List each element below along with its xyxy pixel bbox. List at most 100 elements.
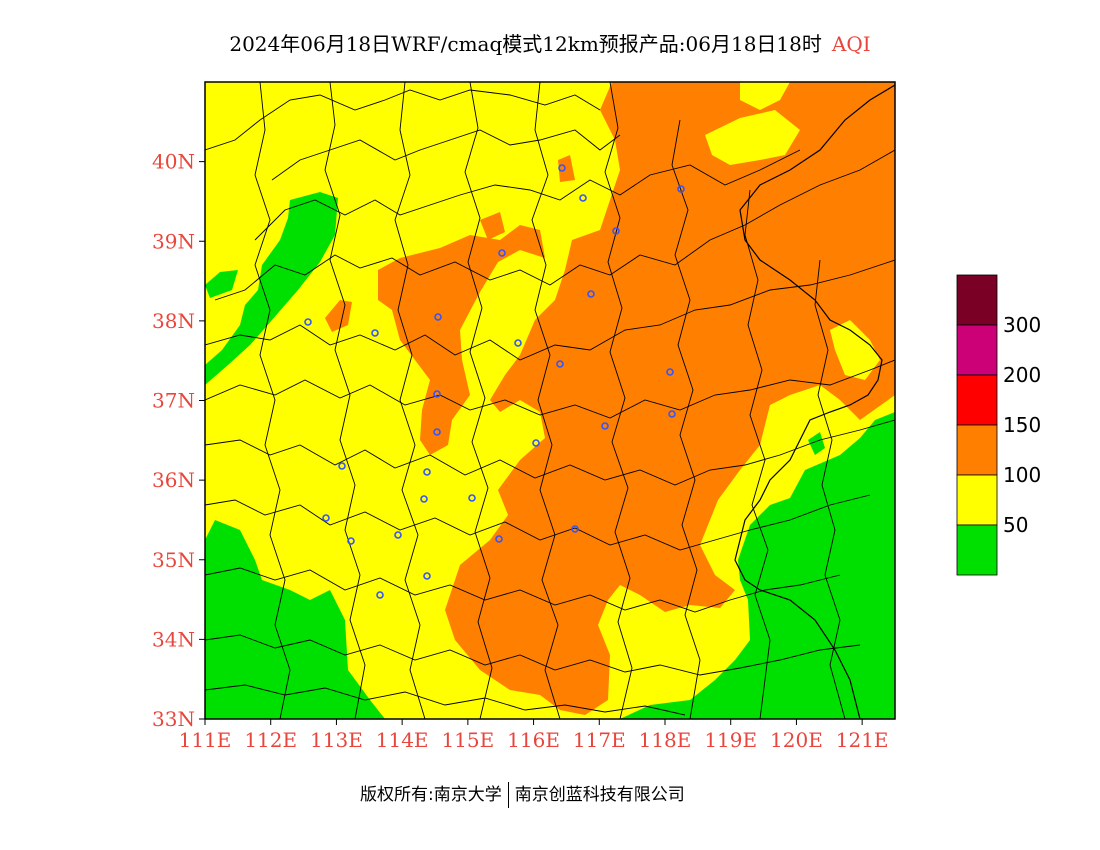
lat-tick-label: 36N [152, 468, 195, 492]
boundary-line [671, 119, 701, 719]
station-marker [556, 360, 564, 368]
lon-tick-label: 115E [441, 728, 494, 752]
station-marker [423, 468, 431, 476]
boundary-line [205, 634, 861, 676]
lon-tick-label: 117E [573, 728, 626, 752]
station-marker [376, 591, 384, 599]
lat-tick-label: 33N [152, 707, 195, 731]
coastline [734, 84, 895, 719]
lat-tick-label: 34N [152, 627, 195, 651]
aqi-band-green-nw [205, 270, 238, 298]
station-marker [434, 313, 442, 321]
boundary-line [324, 82, 366, 719]
station-marker [322, 514, 330, 522]
station-marker [338, 462, 346, 470]
aqi-band-orange-main [445, 82, 895, 715]
boundary-line [464, 82, 493, 719]
longitude-axis: 111E 112E 113E 114E 115E 116E 117E 118E 119E 120E… [179, 719, 889, 752]
boundary-line [744, 189, 771, 719]
boundary-line [394, 82, 426, 719]
map-title: 2024年06月18日WRF/cmaq模式12km预报产品:06月18日18时 A… [0, 28, 1100, 57]
lat-tick-label: 39N [152, 229, 195, 253]
lon-tick-label: 120E [770, 728, 823, 752]
lat-tick-label: 40N [152, 150, 195, 174]
boundary-line [531, 82, 561, 719]
boundary-line [254, 82, 291, 719]
boundary-line [254, 149, 801, 241]
legend-label: 200 [1003, 363, 1041, 387]
station-marker [433, 428, 441, 436]
aqi-band-yellow-north [740, 82, 790, 110]
city-stations [304, 164, 685, 599]
station-marker [304, 318, 312, 326]
lon-tick-label: 112E [244, 728, 297, 752]
boundary-line [205, 259, 895, 361]
station-marker [423, 572, 431, 580]
admin-boundaries [205, 82, 895, 719]
station-marker [495, 535, 503, 543]
aqi-band-yellow-bay [830, 320, 880, 380]
latitude-axis: 33N 34N 35N 36N 37N 38N 39N 40N [152, 150, 205, 731]
aqi-band-green-sw [205, 520, 385, 719]
lon-tick-label: 113E [310, 728, 363, 752]
boundary-line [205, 494, 871, 551]
legend-swatch [956, 374, 998, 426]
station-marker [420, 495, 428, 503]
station-marker [571, 525, 579, 533]
boundary-line [814, 259, 846, 719]
aqi-field [205, 82, 895, 719]
station-marker [601, 422, 609, 430]
station-marker [668, 410, 676, 418]
legend-swatch [956, 424, 998, 476]
station-marker [347, 537, 355, 545]
footer-separator [507, 782, 509, 808]
footer: 版权所有:南京大学 南京创蓝科技有限公司 [360, 780, 685, 808]
lat-tick-label: 38N [152, 309, 195, 333]
legend-label: 100 [1003, 463, 1041, 487]
aqi-band-orange-west [378, 225, 545, 455]
aqi-band-yellow-ne [705, 110, 800, 165]
legend-label: 50 [1003, 513, 1028, 537]
company-text: 南京创蓝科技有限公司 [514, 785, 685, 805]
station-marker [579, 194, 587, 202]
lon-tick-label: 119E [704, 728, 757, 752]
lat-tick-label: 37N [152, 389, 195, 413]
legend-swatch [956, 274, 998, 326]
station-marker [587, 290, 595, 298]
station-marker [498, 249, 506, 257]
station-marker [371, 329, 379, 337]
aqi-band-green-coast-spot [808, 432, 825, 455]
lon-tick-label: 114E [376, 728, 429, 752]
station-marker [532, 439, 540, 447]
boundary-line [271, 129, 621, 181]
title-variable: AQI [831, 32, 871, 56]
boundary-line [205, 567, 841, 613]
station-marker [558, 164, 566, 172]
station-marker [468, 494, 476, 502]
station-marker [514, 339, 522, 347]
boundary-line [205, 359, 895, 419]
lat-tick-label: 35N [152, 548, 195, 572]
aqi-band-green-west [205, 192, 338, 385]
aqi-band-orange-small [325, 300, 352, 332]
color-legend: 300 200 150 100 50 [956, 274, 1041, 576]
boundary-line [205, 89, 601, 151]
legend-label: 150 [1003, 413, 1041, 437]
lon-tick-label: 111E [179, 728, 232, 752]
lon-tick-label: 116E [507, 728, 560, 752]
boundary-line [205, 419, 895, 486]
title-main: 2024年06月18日WRF/cmaq模式12km预报产品:06月18日18时 [229, 32, 822, 56]
legend-swatch [956, 524, 998, 576]
legend-label: 300 [1003, 313, 1041, 337]
boundary-line [214, 149, 895, 301]
station-marker [433, 390, 441, 398]
lon-tick-label: 121E [836, 728, 889, 752]
legend-swatch [956, 474, 998, 526]
legend-swatch [956, 324, 998, 376]
aqi-band-green-se [620, 412, 895, 719]
aqi-band-orange-north [480, 212, 505, 240]
aqi-band-orange-spot [558, 155, 575, 182]
station-marker [677, 185, 685, 193]
station-marker [666, 368, 674, 376]
